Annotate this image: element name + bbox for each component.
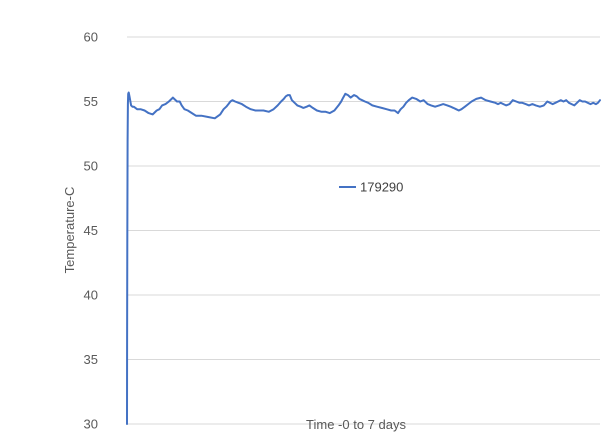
- series-layer: [126, 91, 601, 425]
- y-tick-label-55: 55: [84, 94, 98, 109]
- y-axis-title: Temperature-C: [62, 187, 77, 274]
- y-tick-label-40: 40: [84, 288, 98, 303]
- y-tick-label-45: 45: [84, 223, 98, 238]
- y-tick-labels: 30 35 40 45 50 55 60: [84, 30, 98, 432]
- legend-label-179290: 179290: [360, 180, 403, 195]
- gridlines: [127, 36, 600, 425]
- x-axis-title: Time -0 to 7 days: [306, 417, 406, 432]
- series-line-179290: [126, 91, 601, 425]
- y-tick-label-35: 35: [84, 352, 98, 367]
- legend: 179290: [339, 180, 403, 195]
- y-tick-label-50: 50: [84, 159, 98, 174]
- y-tick-label-60: 60: [84, 30, 98, 45]
- y-tick-label-30: 30: [84, 417, 98, 432]
